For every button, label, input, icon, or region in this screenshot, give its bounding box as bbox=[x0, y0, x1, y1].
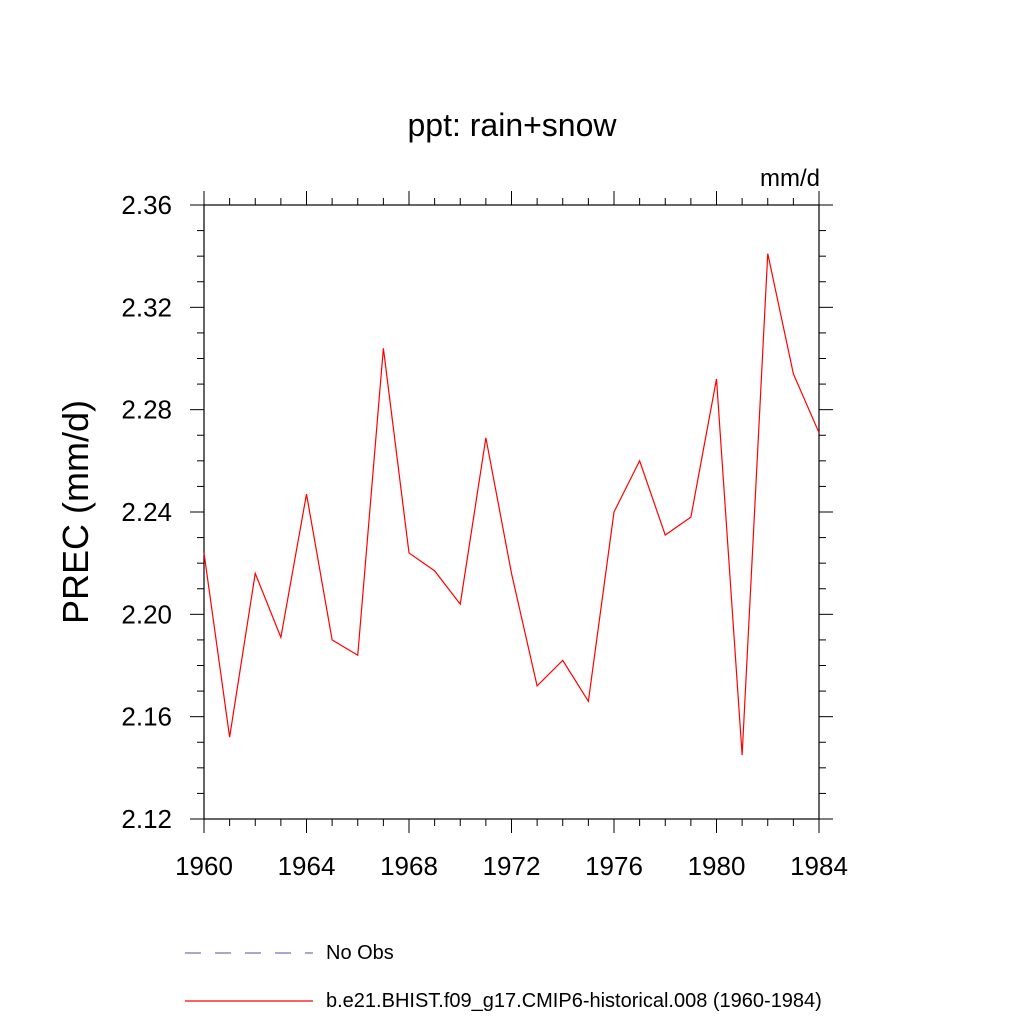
x-tick-label: 1984 bbox=[790, 851, 848, 881]
x-tick-labels: 1960 1964 1968 1972 1976 1980 1984 bbox=[175, 851, 848, 881]
x-tick-label: 1968 bbox=[380, 851, 438, 881]
x-tick-label: 1976 bbox=[585, 851, 643, 881]
chart-title: ppt: rain+snow bbox=[407, 107, 617, 143]
y-tick-label: 2.16 bbox=[121, 702, 172, 732]
legend-label-no-obs: No Obs bbox=[326, 942, 394, 964]
legend-label-historical: b.e21.BHIST.f09_g17.CMIP6-historical.008… bbox=[326, 990, 822, 1012]
x-tick-label: 1980 bbox=[688, 851, 746, 881]
series-line bbox=[203, 253, 820, 756]
y-tick-label: 2.28 bbox=[121, 395, 172, 425]
units-label: mm/d bbox=[760, 165, 820, 192]
series-layer bbox=[203, 253, 820, 756]
axis-ticks bbox=[190, 191, 833, 833]
y-tick-label: 2.36 bbox=[121, 190, 172, 220]
y-tick-labels: 2.12 2.16 2.20 2.24 2.28 2.32 2.36 bbox=[121, 190, 172, 834]
x-tick-label: 1964 bbox=[278, 851, 336, 881]
x-tick-label: 1960 bbox=[175, 851, 233, 881]
x-tick-label: 1972 bbox=[483, 851, 541, 881]
y-tick-label: 2.32 bbox=[121, 292, 172, 322]
y-axis-label: PREC (mm/d) bbox=[55, 400, 96, 624]
y-tick-label: 2.12 bbox=[121, 804, 172, 834]
legend: No Obs b.e21.BHIST.f09_g17.CMIP6-histori… bbox=[185, 942, 822, 1012]
y-tick-label: 2.24 bbox=[121, 497, 172, 527]
y-tick-label: 2.20 bbox=[121, 599, 172, 629]
plot-frame bbox=[203, 204, 820, 820]
